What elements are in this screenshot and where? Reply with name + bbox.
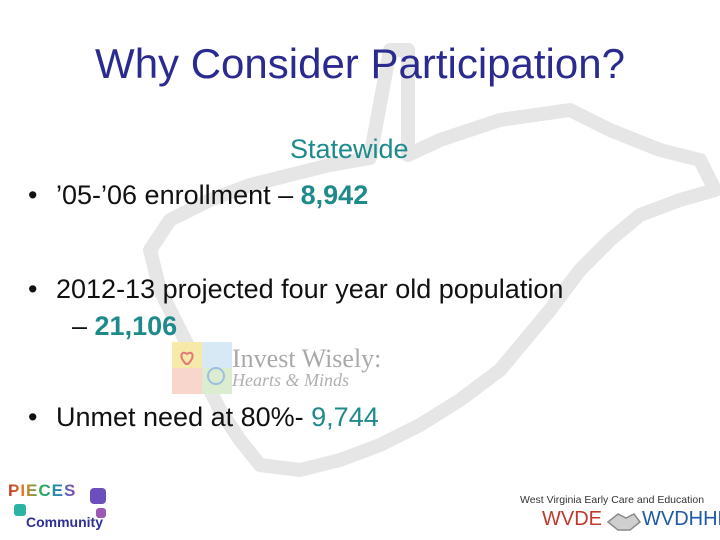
bullet-text: ’05-’06 enrollment – <box>56 180 301 210</box>
wvdhhr-logo-text: WVDHHR <box>642 508 720 530</box>
bullet-dot: • <box>28 402 38 432</box>
invest-wisely-tagline: Hearts & Minds <box>232 370 349 390</box>
statewide-subheading: Statewide <box>290 134 409 164</box>
invest-wisely-title: Invest Wisely: <box>232 344 382 373</box>
handshake-icon <box>606 513 642 531</box>
population-value: 21,106 <box>94 311 178 341</box>
bullet-projected-population: • 2012-13 projected four year old populat… <box>28 274 563 305</box>
bullet-text-cont: – <box>72 311 95 341</box>
pieces-word: PIECES <box>8 481 77 500</box>
bullet-text: 2012-13 projected four year old populati… <box>56 274 564 304</box>
bullet-dot: • <box>28 180 38 210</box>
bullet-unmet-need: • Unmet need at 80%- 9,744 <box>28 402 379 433</box>
community-word: Community <box>26 514 103 530</box>
west-virginia-map-watermark <box>143 43 720 477</box>
slide-title: Why Consider Participation? <box>95 40 625 87</box>
enrollment-value: 8,942 <box>300 180 369 210</box>
wvde-logo-text: WVDE <box>542 508 602 530</box>
bullet-text: Unmet need at 80%- <box>56 402 312 432</box>
bullet-enrollment: • ’05-’06 enrollment – 8,942 <box>28 180 368 211</box>
invest-wisely-logo <box>172 342 232 394</box>
wv-early-care-footer-text: West Virginia Early Care and Education <box>520 494 705 506</box>
bullet-dot: • <box>28 274 38 304</box>
bullet-projected-population-cont: – 21,106 <box>72 311 177 342</box>
pieces-community-logo <box>14 488 106 518</box>
unmet-need-value: 9,744 <box>311 402 379 432</box>
